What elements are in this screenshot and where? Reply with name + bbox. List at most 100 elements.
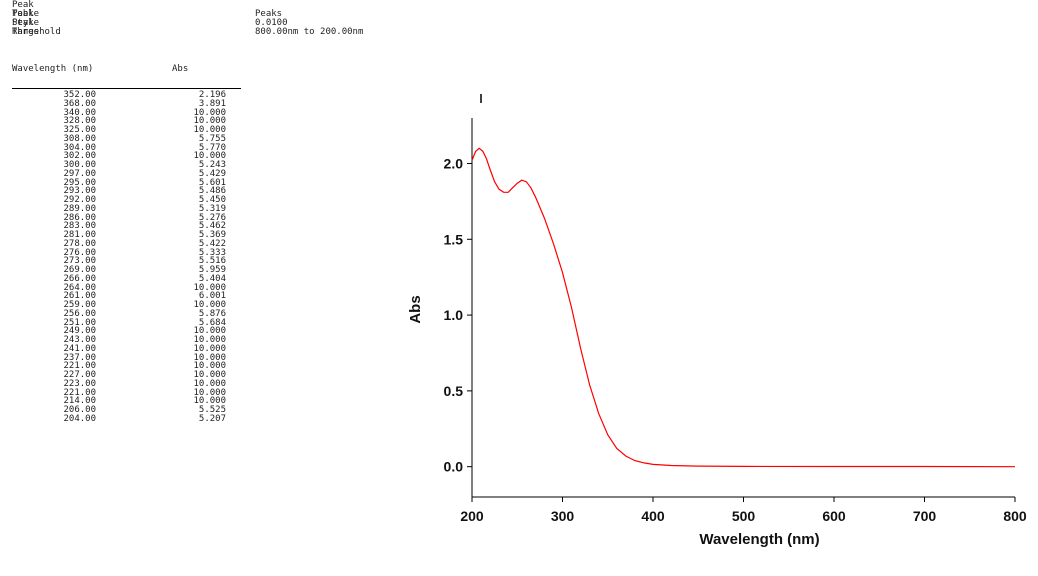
abs-cell: 5.876 [198, 308, 226, 319]
table-row: 243.00 10.000 [12, 336, 252, 345]
table-row: 302.00 10.000 [12, 152, 252, 161]
table-row: 204.00 5.207 [12, 413, 252, 424]
abs-cell: 10.000 [193, 107, 226, 118]
x-tick-label: 200 [460, 508, 484, 524]
wavelength-cell: 302.00 [63, 151, 96, 162]
y-tick-label: 1.0 [444, 307, 464, 323]
wavelength-cell: 241.00 [63, 343, 96, 354]
table-row: 304.00 5.770 [12, 142, 252, 153]
abs-cell: 10.000 [193, 125, 226, 135]
table-row: 251.00 5.684 [12, 317, 252, 328]
x-tick-label: 400 [641, 508, 665, 524]
wavelength-cell: 297.00 [63, 168, 96, 179]
wavelength-cell: 278.00 [63, 238, 96, 249]
abs-cell: 6.001 [198, 291, 226, 302]
wavelength-cell: 273.00 [63, 256, 96, 267]
wavelength-cell: 283.00 [63, 221, 96, 232]
abs-cell: 5.516 [198, 256, 226, 267]
abs-cell: 10.000 [193, 326, 226, 337]
table-row: 266.00 5.404 [12, 273, 252, 284]
table-row: 293.00 5.486 [12, 187, 252, 196]
wavelength-cell: 308.00 [63, 133, 96, 144]
absorbance-series-line [471, 147, 1016, 468]
header-value: Peaks [255, 9, 283, 19]
table-row: 352.00 2.196 [12, 91, 252, 100]
header-key: Range [12, 27, 40, 37]
abs-cell: 5.333 [198, 247, 226, 258]
abs-cell: 10.000 [193, 370, 226, 380]
header-key: Peak Style [12, 9, 40, 28]
abs-cell: 10.000 [193, 282, 226, 293]
table-row: 237.00 10.000 [12, 352, 252, 363]
table-row: 214.00 10.000 [12, 397, 252, 406]
abs-cell: 5.319 [198, 203, 226, 214]
abs-cell: 5.770 [198, 142, 226, 153]
table-row: 261.00 6.001 [12, 292, 252, 301]
y-axis-title: Abs [407, 295, 424, 323]
y-tick-label: 1.5 [444, 231, 464, 247]
wavelength-cell: 251.00 [63, 317, 96, 328]
abs-cell: 5.276 [198, 212, 226, 223]
wavelength-cell: 249.00 [63, 326, 96, 337]
x-axis-title: Wavelength (nm) [699, 531, 819, 548]
wavelength-cell: 293.00 [63, 186, 96, 197]
wavelength-cell: 259.00 [63, 300, 96, 310]
wavelength-cell: 223.00 [63, 378, 96, 389]
x-axis-ticks: 200 300 400 500 600 700 800 [460, 497, 1027, 524]
wavelength-cell: 286.00 [63, 212, 96, 223]
table-row: 276.00 5.333 [12, 247, 252, 258]
wavelength-cell: 352.00 [63, 90, 96, 100]
table-row: 249.00 10.000 [12, 327, 252, 336]
x-tick-label: 700 [913, 508, 937, 524]
wavelength-cell: 368.00 [63, 98, 96, 109]
peak-table-column-header: Wavelength (nm) Abs [12, 65, 252, 75]
y-tick-label: 2.0 [444, 155, 464, 171]
table-row: 278.00 5.422 [12, 238, 252, 249]
wavelength-cell: 264.00 [63, 282, 96, 293]
abs-cell: 10.000 [193, 300, 226, 310]
wavelength-cell: 281.00 [63, 230, 96, 240]
wavelength-cell: 266.00 [63, 273, 96, 284]
header-key: Peak Table [12, 0, 40, 19]
wavelength-cell: 289.00 [63, 203, 96, 214]
abs-cell: 10.000 [193, 387, 226, 398]
table-row: 227.00 10.000 [12, 371, 252, 380]
abs-cell: 10.000 [193, 151, 226, 162]
table-row: 286.00 5.276 [12, 212, 252, 223]
header-key: Peak Threshold [12, 18, 61, 37]
y-tick-label: 0.0 [444, 459, 464, 475]
table-row: 264.00 10.000 [12, 282, 252, 293]
wavelength-cell: 328.00 [63, 116, 96, 127]
table-divider [12, 88, 241, 89]
wavelength-cell: 304.00 [63, 142, 96, 153]
header-value: 800.00nm to 200.00nm [255, 27, 364, 37]
wavelength-cell: 269.00 [63, 265, 96, 275]
x-tick-label: 500 [732, 508, 756, 524]
table-row: 292.00 5.450 [12, 196, 252, 205]
table-row: 221.00 10.000 [12, 362, 252, 371]
table-row: 300.00 5.243 [12, 161, 252, 170]
wavelength-cell: 237.00 [63, 352, 96, 363]
abs-column-label: Abs [172, 64, 189, 74]
wavelength-cell: 214.00 [63, 396, 96, 407]
abs-cell: 5.429 [198, 168, 226, 179]
abs-cell: 5.450 [198, 195, 226, 205]
wavelength-cell: 227.00 [63, 370, 96, 380]
y-tick-label: 0.5 [444, 383, 464, 399]
abs-cell: 10.000 [193, 335, 226, 345]
abs-cell: 10.000 [193, 116, 226, 127]
abs-cell: 2.196 [198, 90, 226, 100]
wavelength-cell: 295.00 [63, 177, 96, 188]
abs-cell: 10.000 [193, 361, 226, 372]
table-row: 289.00 5.319 [12, 203, 252, 214]
abs-cell: 5.462 [198, 221, 226, 232]
abs-cell: 10.000 [193, 396, 226, 407]
abs-cell: 5.207 [198, 413, 226, 424]
table-row: 328.00 10.000 [12, 117, 252, 126]
table-row: 308.00 5.755 [12, 133, 252, 144]
table-row: 221.00 10.000 [12, 387, 252, 398]
table-row: 269.00 5.959 [12, 266, 252, 275]
table-row: 241.00 10.000 [12, 343, 252, 354]
wavelength-cell: 292.00 [63, 195, 96, 205]
